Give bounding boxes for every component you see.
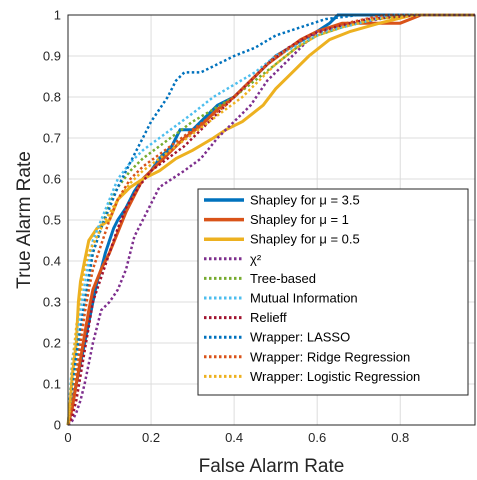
series-line-8 — [66, 13, 475, 426]
y-tick-label: 0.6 — [43, 172, 61, 187]
y-tick-label: 1 — [54, 8, 61, 23]
legend-label: χ² — [250, 251, 262, 266]
y-tick-label: 0 — [54, 418, 61, 433]
legend-label: Shapley for μ = 1 — [250, 212, 349, 227]
series-lines — [66, 13, 475, 426]
legend: Shapley for μ = 3.5 Shapley for μ = 1 Shap… — [197, 188, 469, 396]
series-line-2 — [66, 13, 475, 426]
series-line-7 — [66, 13, 475, 426]
x-tick-label: 0.8 — [391, 430, 409, 445]
legend-label: Mutual Information — [250, 291, 358, 306]
y-tick-label: 0.9 — [43, 49, 61, 64]
legend-label: Wrapper: Ridge Regression — [250, 349, 410, 364]
x-axis-label: False Alarm Rate — [199, 456, 345, 477]
y-tick-label: 0.8 — [43, 90, 61, 105]
x-tick-label: 0 — [64, 430, 71, 445]
x-tick-label: 0.2 — [142, 430, 160, 445]
y-tick-label: 0.7 — [43, 131, 61, 146]
plot-frame — [67, 14, 476, 426]
y-tick-label: 0.3 — [43, 295, 61, 310]
series-line-9 — [66, 13, 475, 426]
legend-label: Wrapper: LASSO — [250, 330, 350, 345]
legend-label: Wrapper: Logistic Regression — [250, 369, 420, 384]
tick-labels: 0 0.2 0.4 0.6 0.8 0 0.1 0.2 0.3 0.4 0.5 0.6 0.7 0.8 0.… — [43, 8, 409, 446]
legend-label: Shapley for μ = 0.5 — [250, 232, 360, 247]
legend-label: Relieff — [250, 310, 287, 325]
series-line-5 — [66, 13, 475, 426]
legend-label: Shapley for μ = 3.5 — [250, 193, 360, 208]
y-tick-label: 0.1 — [43, 377, 61, 392]
y-tick-label: 0.5 — [43, 213, 61, 228]
x-tick-label: 0.4 — [225, 430, 243, 445]
x-tick-label: 0.6 — [308, 430, 326, 445]
y-tick-label: 0.2 — [43, 336, 61, 351]
legend-label: Tree-based — [250, 271, 316, 286]
legend-box — [197, 188, 469, 396]
y-axis-label: True Alarm Rate — [14, 151, 35, 289]
y-tick-label: 0.4 — [43, 254, 61, 269]
